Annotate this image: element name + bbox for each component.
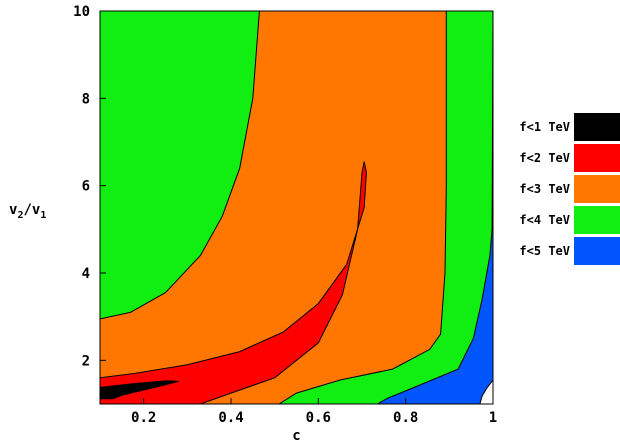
legend-swatch: [574, 144, 620, 172]
x-tick-label: 0.6: [306, 410, 331, 426]
y-tick-label: 4: [82, 266, 90, 282]
y-axis: 2 4 6 8 10: [73, 4, 106, 369]
legend-swatch: [574, 113, 620, 141]
y-axis-label-main: v: [9, 202, 17, 218]
legend: f<1 TeV f<2 TeV f<3 TeV f<4 TeV f<5 TeV: [519, 113, 620, 265]
contour-regions: [99, 10, 494, 405]
legend-swatch: [574, 237, 620, 265]
contour-region-4: [99, 161, 367, 405]
legend-label: f<3 TeV: [519, 182, 570, 196]
y-tick-label: 2: [82, 353, 90, 369]
y-tick-label: 6: [82, 179, 90, 195]
x-tick-label: 0.8: [393, 410, 418, 426]
legend-swatch: [574, 175, 620, 203]
plot-frame: [99, 10, 494, 405]
contour-region-3: [99, 10, 447, 405]
x-axis-label: c: [292, 428, 300, 444]
x-tick-label: 1: [489, 410, 497, 426]
y-axis-label-sep: /v: [23, 202, 40, 218]
y-axis-label-sub1: 2: [17, 210, 23, 221]
y-tick-label: 8: [82, 91, 90, 107]
y-axis-label-sub2: 1: [40, 210, 46, 221]
legend-label: f<2 TeV: [519, 151, 570, 165]
x-tick-label: 0.2: [131, 410, 156, 426]
legend-swatch: [574, 206, 620, 234]
contour-region-5: [99, 380, 179, 400]
x-axis: 0.2 0.4 0.6 0.8 1: [131, 398, 497, 426]
legend-label: f<1 TeV: [519, 120, 570, 134]
y-axis-label: v2/v1: [9, 202, 46, 221]
y-tick-label: 10: [73, 4, 90, 20]
legend-label: f<5 TeV: [519, 244, 570, 258]
x-tick-label: 0.4: [218, 410, 243, 426]
legend-label: f<4 TeV: [519, 213, 570, 227]
